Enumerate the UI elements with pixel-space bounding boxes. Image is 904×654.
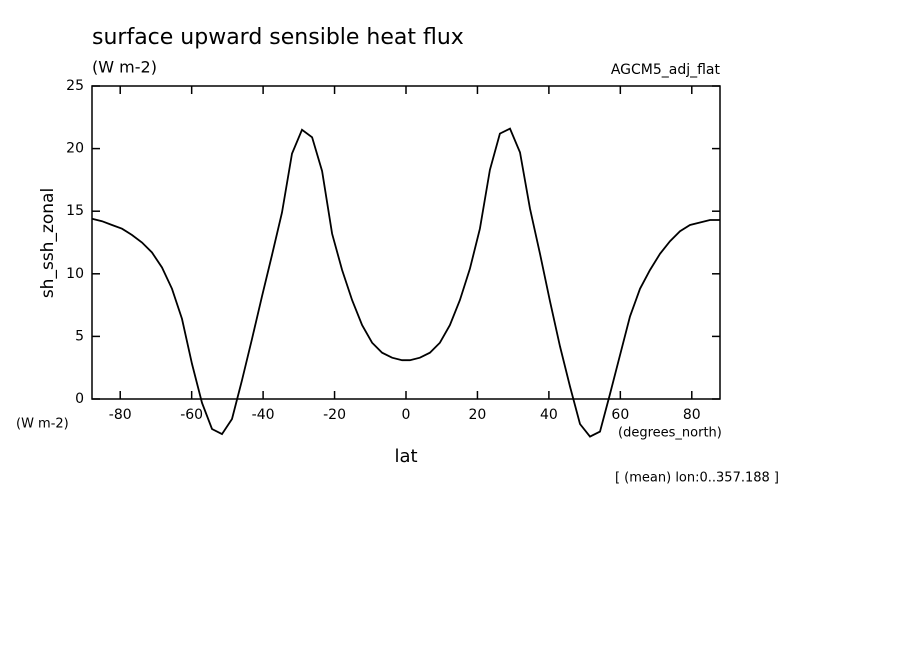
x-tick-label: -20 [323,407,346,423]
y-tick-label: 15 [66,203,84,219]
y-axis-label: sh_ssh_zonal [38,188,58,298]
annotation: AGCM5_adj_flat [611,62,721,78]
x-axis-label: lat [394,446,417,467]
x-tick-label: -60 [180,407,203,423]
y-units: (W m-2) [16,417,69,432]
x-units: (degrees_north) [618,426,722,441]
footnote: [ (mean) lon:0..357.188 ] [615,471,779,486]
y-tick-label: 20 [66,141,84,157]
x-tick-label: 60 [611,407,629,423]
data-line [91,127,720,438]
subtitle: (W m-2) [92,58,157,77]
y-tick-label: 5 [75,328,84,344]
x-tick-label: 80 [683,407,701,423]
y-tick-label: 0 [75,391,84,407]
x-tick-label: 20 [469,407,487,423]
x-tick-label: -80 [109,407,132,423]
x-tick-label: 40 [540,407,558,423]
chart-title: surface upward sensible heat flux [92,25,464,50]
y-tick-label: 25 [66,78,84,94]
y-tick-label: 10 [66,266,84,282]
x-tick-label: 0 [402,407,411,423]
x-tick-label: -40 [252,407,275,423]
plot-frame [91,85,721,400]
